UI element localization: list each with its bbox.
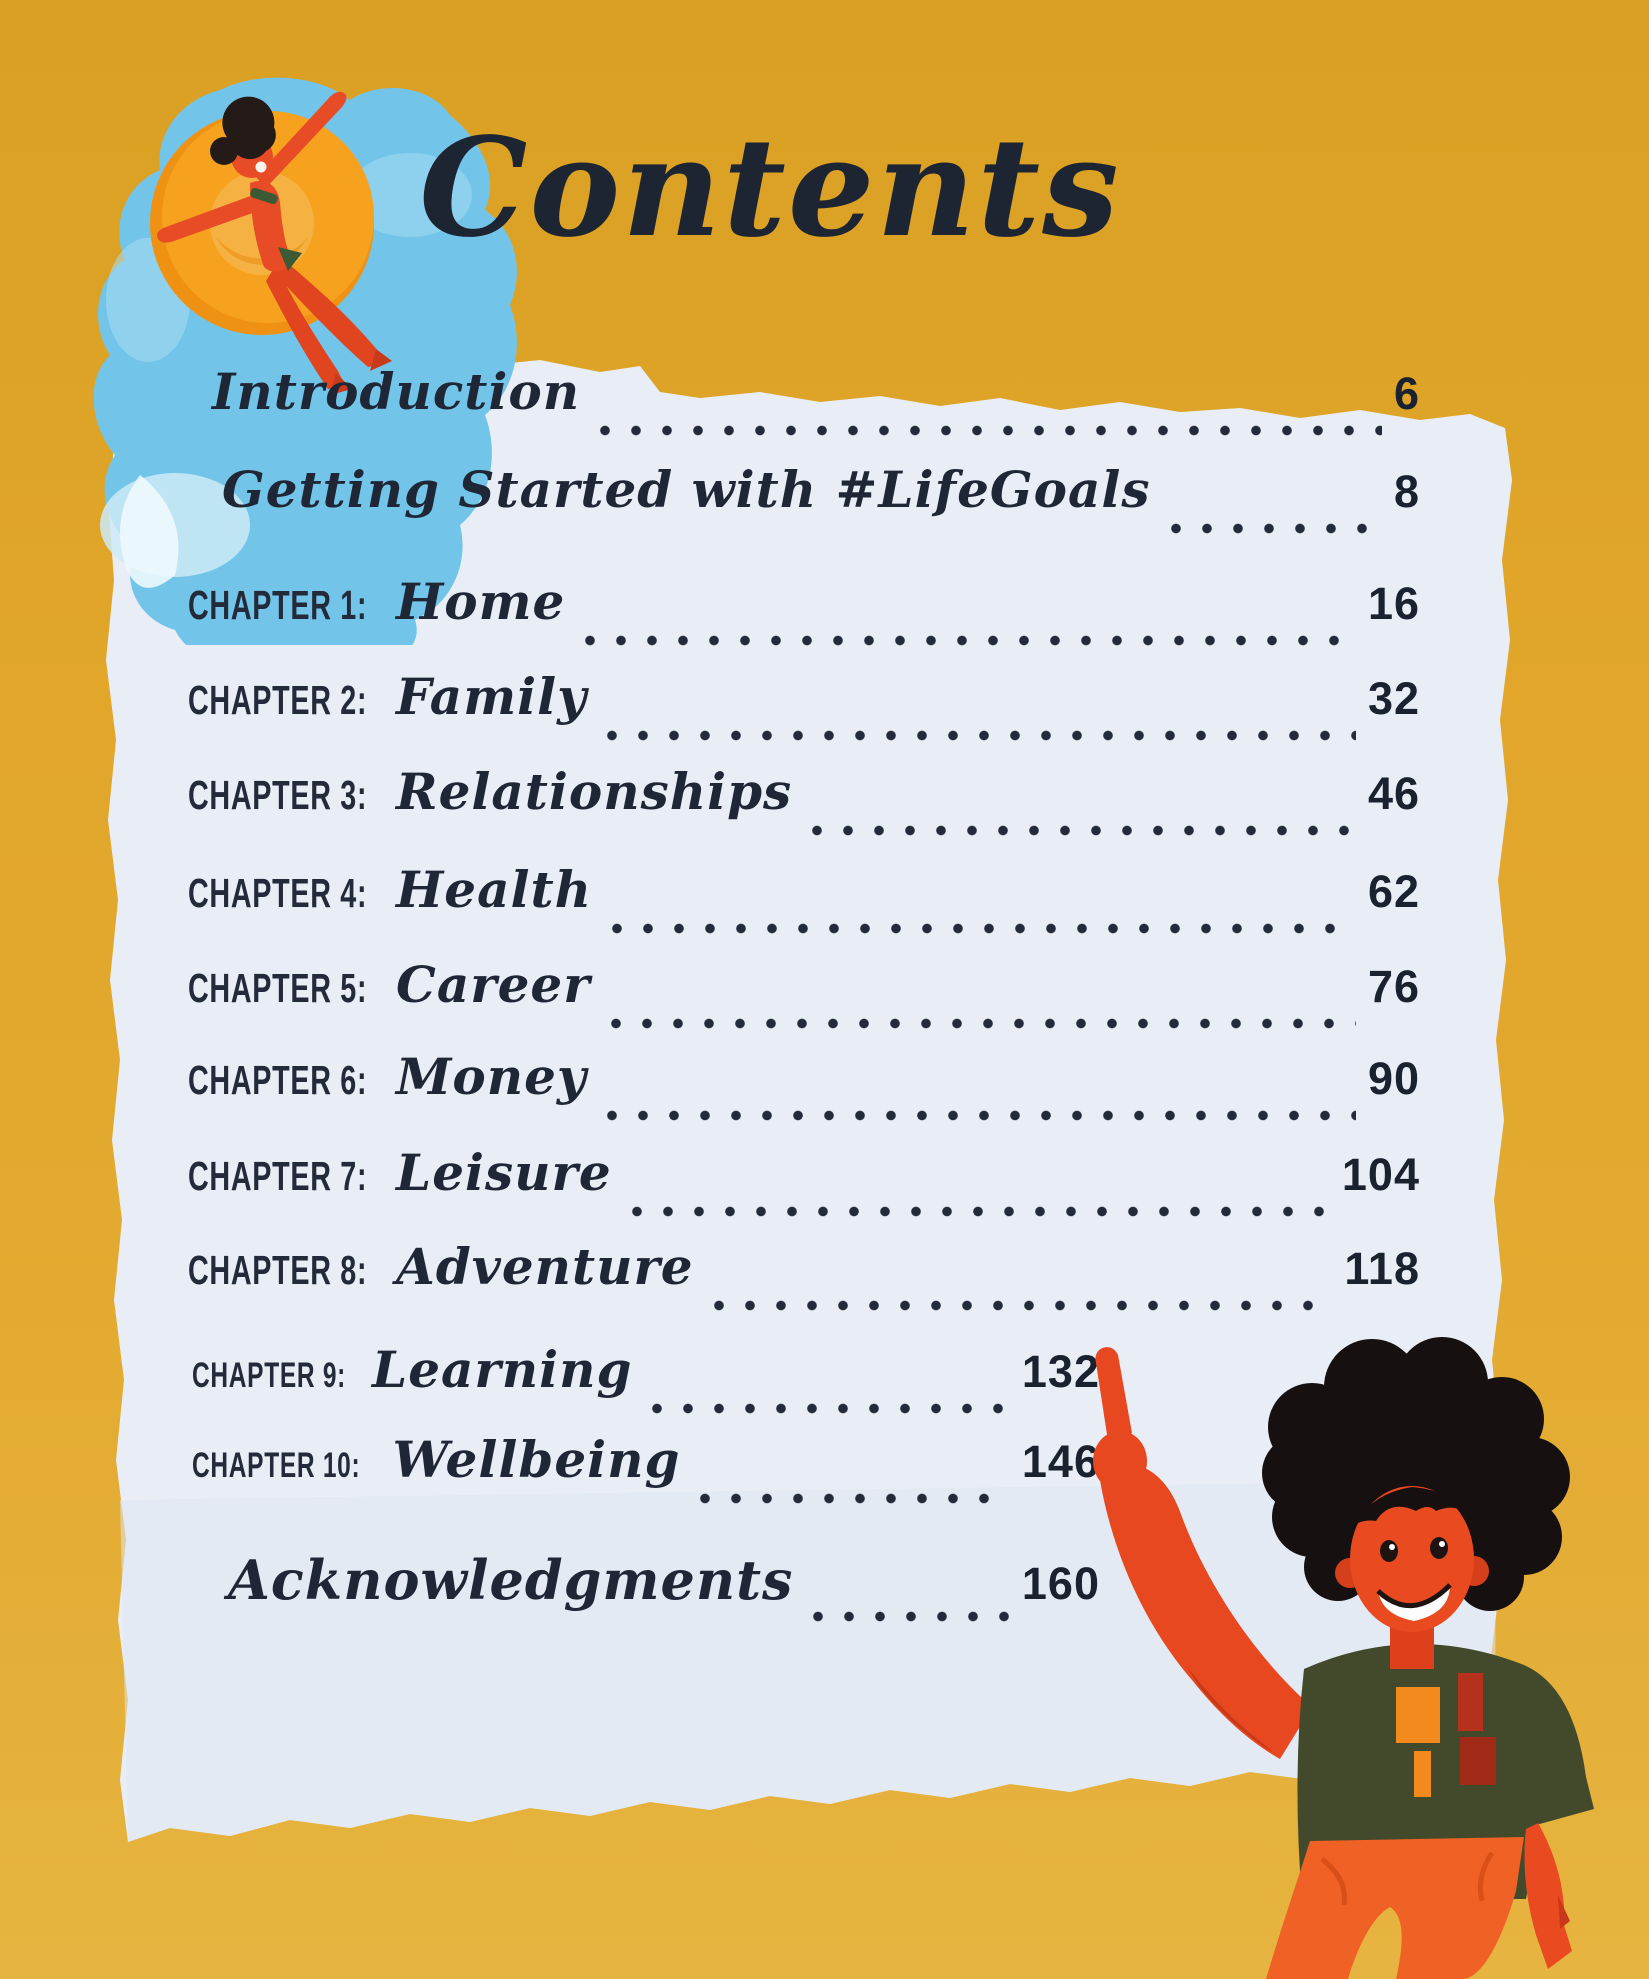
dot-leader: [611, 923, 1356, 934]
page-number: 160: [1021, 1558, 1100, 1609]
page-number: 118: [1344, 1243, 1420, 1294]
page-number: 46: [1367, 768, 1420, 819]
dot-leader: [812, 825, 1356, 836]
page-title: Contents: [419, 108, 1121, 268]
toc-row: CHAPTER 4: Health 62: [188, 860, 1420, 946]
chapter-title: Getting Started with #LifeGoals: [222, 460, 1151, 519]
page-number: 76: [1367, 961, 1420, 1012]
toc-row: CHAPTER 6: Money 90: [188, 1047, 1420, 1133]
chapter-prefix: CHAPTER 3:: [188, 772, 368, 818]
dot-leader: [631, 1206, 1330, 1217]
chapter-title: Introduction: [212, 362, 581, 421]
page-number: 132: [1021, 1346, 1100, 1397]
dot-leader: [813, 1611, 1010, 1622]
toc-row: Introduction 6: [212, 362, 1420, 448]
dot-leader: [713, 1300, 1333, 1311]
chapter-prefix: CHAPTER 2:: [188, 677, 368, 723]
chapter-prefix: CHAPTER 10:: [192, 1446, 361, 1485]
dot-leader: [607, 730, 1356, 741]
chapter-title: Learning: [372, 1340, 633, 1399]
chapter-title: Family: [396, 667, 588, 726]
page-number: 6: [1393, 368, 1420, 419]
swimmer-illustration: [93, 77, 517, 645]
chapter-prefix: CHAPTER 9:: [192, 1356, 347, 1395]
chapter-title: Adventure: [396, 1237, 694, 1296]
chapter-title: Health: [396, 860, 592, 919]
toc-row: CHAPTER 2: Family 32: [188, 667, 1420, 753]
toc-row: CHAPTER 8: Adventure 118: [188, 1237, 1420, 1323]
page-number: 90: [1367, 1053, 1420, 1104]
dot-leader: [600, 425, 1382, 436]
dot-leader: [585, 635, 1356, 646]
dot-leader: [606, 1110, 1356, 1121]
chapter-title: Wellbeing: [392, 1430, 681, 1489]
chapter-title: Leisure: [396, 1143, 612, 1202]
page-number: 16: [1367, 578, 1420, 629]
chapter-title: Home: [396, 572, 566, 631]
page-number: 104: [1341, 1149, 1420, 1200]
page-number: 32: [1367, 673, 1420, 724]
toc-row: Getting Started with #LifeGoals 8: [222, 460, 1420, 546]
chapter-title: Career: [396, 955, 591, 1014]
dot-leader: [1170, 523, 1382, 534]
toc-row: CHAPTER 7: Leisure 104: [188, 1143, 1420, 1229]
chapter-prefix: CHAPTER 7:: [188, 1153, 368, 1199]
dot-leader: [652, 1403, 1010, 1414]
toc-row: CHAPTER 10: Wellbeing 146: [192, 1430, 1100, 1516]
chapter-title: Acknowledgments: [228, 1548, 794, 1612]
page-number: 62: [1367, 866, 1420, 917]
chapter-prefix: CHAPTER 4:: [188, 870, 368, 916]
toc-row: CHAPTER 9: Learning 132: [192, 1340, 1100, 1426]
chapter-prefix: CHAPTER 8:: [188, 1247, 368, 1293]
toc-row: CHAPTER 1: Home 16: [188, 572, 1420, 658]
chapter-title: Relationships: [396, 762, 793, 821]
dot-leader: [700, 1493, 1010, 1504]
chapter-prefix: CHAPTER 1:: [188, 582, 368, 628]
toc-row: CHAPTER 5: Career 76: [188, 955, 1420, 1041]
chapter-prefix: CHAPTER 6:: [188, 1057, 368, 1103]
toc-row: Acknowledgments 160: [228, 1548, 1100, 1634]
pointing-boy-illustration: [1093, 1337, 1594, 1979]
chapter-title: Money: [396, 1047, 587, 1106]
page-number: 8: [1393, 466, 1420, 517]
toc-row: CHAPTER 3: Relationships 46: [188, 762, 1420, 848]
page-number: 146: [1021, 1436, 1100, 1487]
chapter-prefix: CHAPTER 5:: [188, 965, 368, 1011]
dot-leader: [610, 1018, 1356, 1029]
